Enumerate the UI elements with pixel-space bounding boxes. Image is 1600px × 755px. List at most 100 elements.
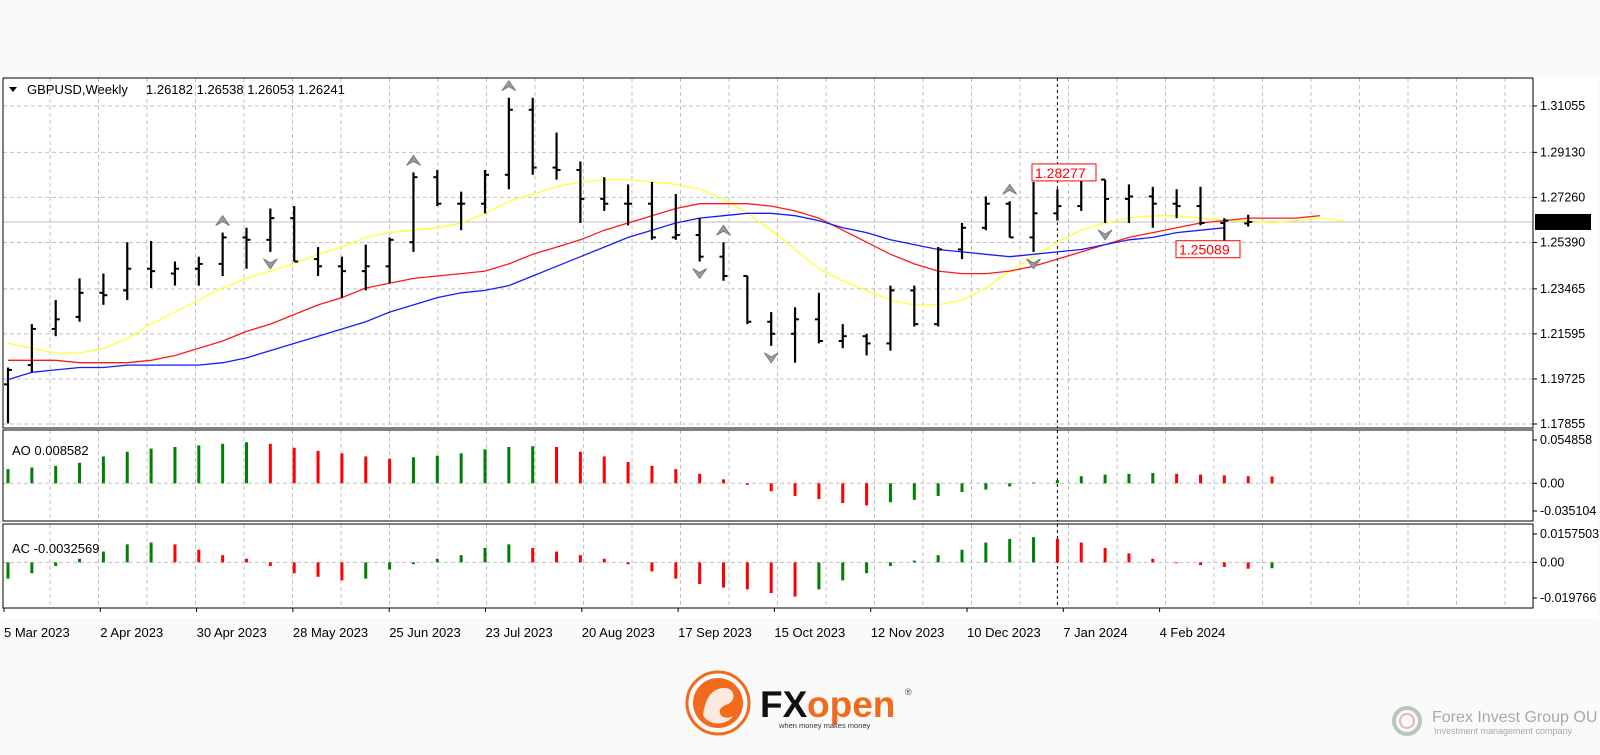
company-tagline: Investment management company xyxy=(1434,726,1573,736)
ohlc-bar xyxy=(600,177,609,211)
ohlc-bar xyxy=(337,256,346,298)
price-axis-label: 1.29130 xyxy=(1540,145,1585,159)
company-emblem-accent xyxy=(1399,713,1415,729)
current-price-label: 1.26241 xyxy=(1539,215,1584,229)
current-price-tag xyxy=(1535,213,1591,230)
ohlc-bar xyxy=(218,232,227,276)
ohlc-bar xyxy=(1101,178,1110,223)
ohlc-bar xyxy=(814,292,823,344)
fractal-down-icon xyxy=(763,352,779,364)
ac-axis-label: 0.00 xyxy=(1540,555,1564,569)
dragon-emblem-icon xyxy=(685,670,751,736)
ohlc-bar xyxy=(791,307,800,363)
fractal-up-icon xyxy=(1002,183,1018,195)
ohlc-bar xyxy=(695,218,704,262)
ohlc-bar xyxy=(290,206,299,263)
ohlc-bar xyxy=(528,97,537,175)
brand-tagline: when money makes money xyxy=(778,721,871,730)
annotation-box xyxy=(1031,163,1097,182)
brand-open: open xyxy=(807,684,895,725)
ohlc-bar xyxy=(314,247,323,276)
fractal-down-icon xyxy=(1026,258,1041,270)
ac-panel-border xyxy=(2,523,1534,609)
ma-slow-line xyxy=(7,212,1225,381)
date-axis-label: 2 Apr 2023 xyxy=(100,625,163,640)
ohlc-bar xyxy=(242,227,251,269)
symbol-label: GBPUSD,Weekly xyxy=(27,82,128,97)
date-axis-label: 15 Oct 2023 xyxy=(774,625,845,640)
ao-axis-label: 0.00 xyxy=(1540,476,1564,490)
ohlc-bar xyxy=(51,300,60,337)
ohlc-bar xyxy=(958,222,966,260)
ohlc-bar xyxy=(576,161,585,223)
triangle-down-icon[interactable] xyxy=(9,87,17,92)
ac-axis-label: 0.0157503 xyxy=(1540,527,1599,541)
price-axis-label: 1.19725 xyxy=(1540,372,1585,386)
ohlc-values: 1.26182 1.26538 1.26053 1.26241 xyxy=(146,82,345,97)
ohlc-bar xyxy=(671,194,680,240)
ohlc-bar xyxy=(552,132,561,180)
axes: 1.31055 1.29130 1.27260 1.25390 1.23465 1.215… xyxy=(2,77,1599,640)
ohlc-bar xyxy=(1029,182,1038,252)
annotation-box xyxy=(1175,240,1241,259)
date-axis-label: 10 Dec 2023 xyxy=(967,625,1041,640)
ao-axis-label: -0.035104 xyxy=(1540,504,1596,518)
ohlc-bar xyxy=(4,367,12,424)
ac-axis-label: -0.019766 xyxy=(1540,591,1596,605)
fractal-up-icon xyxy=(716,224,731,236)
date-axis-label: 7 Jan 2024 xyxy=(1063,625,1127,640)
ohlc-bar xyxy=(433,169,442,207)
ohlc-bar xyxy=(27,324,36,373)
ohlc-bar xyxy=(1005,201,1014,239)
annotation-label: 1.25089 xyxy=(1179,242,1230,258)
price-axis-label: 1.25390 xyxy=(1540,235,1585,249)
price-axis-label: 1.23465 xyxy=(1540,282,1585,296)
date-axis-label: 23 Jul 2023 xyxy=(486,625,553,640)
date-axis-label: 12 Nov 2023 xyxy=(871,625,945,640)
ohlc-bar xyxy=(862,333,871,356)
ao-label: AO 0.008582 xyxy=(12,443,89,458)
ohlc-bar xyxy=(99,273,108,305)
dragon-shape xyxy=(703,687,734,724)
ohlc-bar xyxy=(504,97,513,190)
ao-panel-border xyxy=(2,429,1534,522)
ohlc-bar xyxy=(170,261,179,286)
ohlc-bar xyxy=(457,191,466,231)
price-axis-label: 1.31055 xyxy=(1540,99,1585,113)
ohlc-bar xyxy=(385,237,394,284)
company-name: Forex Invest Group OU xyxy=(1432,709,1597,726)
ohlc-bar xyxy=(624,184,633,226)
date-axis-label: 20 Aug 2023 xyxy=(582,625,655,640)
ohlc-bar xyxy=(1196,186,1205,226)
date-axis-label: 4 Feb 2024 xyxy=(1160,625,1226,640)
company-logo: Forex Invest Group OU Investment managem… xyxy=(1392,706,1597,736)
ohlc-bar xyxy=(409,172,418,252)
date-axis-label: 28 May 2023 xyxy=(293,625,368,640)
symbol-dropdown[interactable]: GBPUSD,Weekly xyxy=(9,82,128,97)
ohlc-bar xyxy=(1053,189,1062,221)
ac-panel xyxy=(6,537,1274,597)
price-axis-label: 1.17855 xyxy=(1540,417,1585,431)
ohlc-bar xyxy=(647,182,656,240)
ohlc-bar xyxy=(481,169,489,214)
ohlc-bar xyxy=(743,274,752,325)
ohlc-bar xyxy=(123,242,132,301)
price-axis-label: 1.21595 xyxy=(1540,327,1585,341)
ohlc-bar xyxy=(147,241,156,289)
fractal-down-icon xyxy=(263,258,278,270)
price-panel-border xyxy=(2,77,1534,429)
ohlc-bar xyxy=(1172,189,1181,219)
brand-fx: FX xyxy=(760,684,808,725)
date-axis-label: 25 Jun 2023 xyxy=(389,625,461,640)
ohlc-bar xyxy=(934,247,943,327)
date-axis-label: 30 Apr 2023 xyxy=(197,625,267,640)
ohlc-bar xyxy=(75,278,84,322)
price-axis-label: 1.27260 xyxy=(1540,190,1585,204)
ma-fast-line xyxy=(7,178,1344,354)
ohlc-bar xyxy=(767,312,776,346)
fractal-up-icon xyxy=(406,154,421,166)
fxopen-logo: FX open ® when money makes money xyxy=(685,670,912,736)
ohlc-bar xyxy=(1124,184,1133,223)
date-axis-label: 5 Mar 2023 xyxy=(4,625,70,640)
